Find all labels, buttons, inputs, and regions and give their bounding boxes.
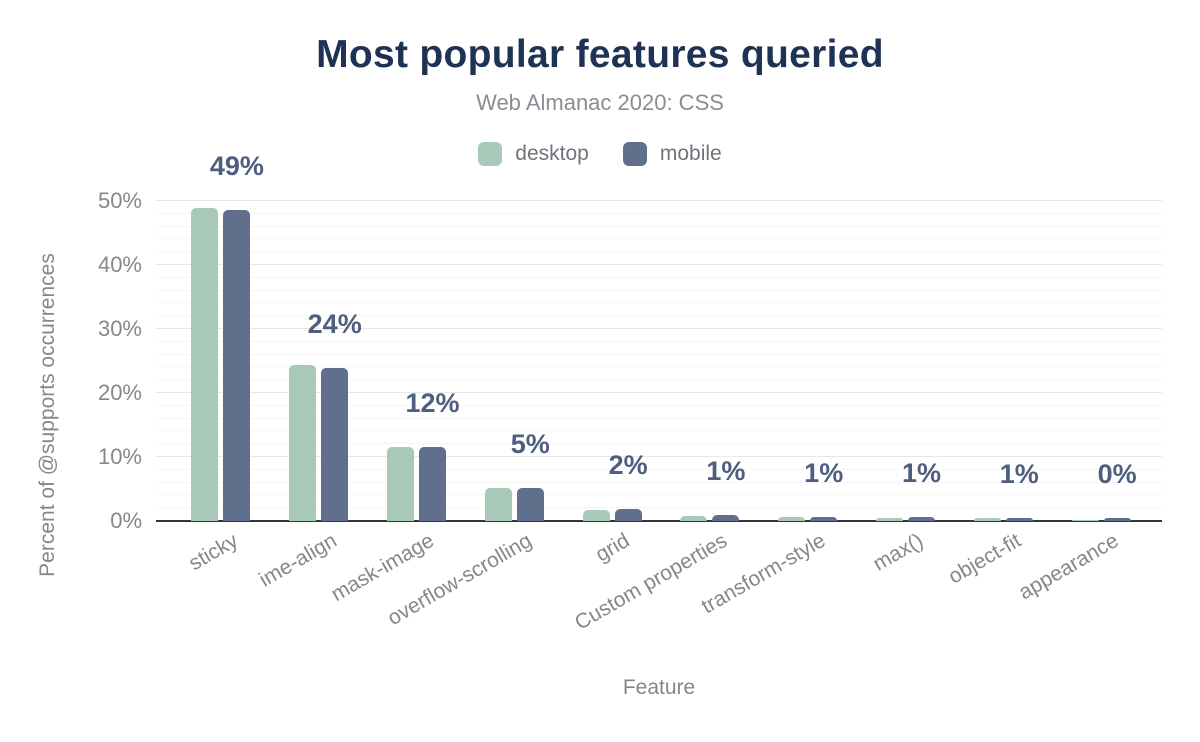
major-gridline bbox=[156, 264, 1162, 265]
chart-subtitle: Web Almanac 2020: CSS bbox=[476, 90, 724, 115]
bar-group-overflow-scrolling bbox=[465, 188, 563, 521]
legend-item-mobile: mobile bbox=[622, 142, 722, 166]
bar-desktop-ime-align bbox=[289, 364, 317, 521]
data-label-sticky: 49% bbox=[209, 150, 264, 181]
bar-group-ime-align bbox=[270, 188, 368, 521]
bar-mobile-object-fit bbox=[1005, 517, 1033, 521]
bar-group-grid bbox=[563, 188, 661, 521]
minor-gridline bbox=[156, 404, 1162, 406]
minor-gridline bbox=[156, 212, 1162, 214]
major-gridline bbox=[156, 328, 1162, 329]
minor-gridline bbox=[156, 443, 1162, 445]
bar-group-mask-image bbox=[368, 188, 466, 521]
bar-group-custom-properties bbox=[661, 188, 759, 521]
y-tick-label: 20% bbox=[97, 380, 142, 405]
y-tick-label: 0% bbox=[110, 508, 142, 533]
desktop-swatch-icon bbox=[478, 142, 503, 166]
bar-mobile-sticky bbox=[223, 209, 251, 521]
minor-gridline bbox=[156, 225, 1162, 227]
x-tick-label-object-fit: object-fit bbox=[944, 529, 1025, 589]
bar-mobile-grid bbox=[614, 508, 642, 521]
data-label-appearance: 0% bbox=[1097, 459, 1137, 490]
bar-desktop-grid bbox=[582, 510, 610, 521]
x-axis-line bbox=[156, 520, 1162, 522]
data-label-custom-properties: 1% bbox=[706, 456, 746, 487]
bar-group-appearance bbox=[1052, 188, 1150, 521]
bar-desktop-object-fit bbox=[973, 518, 1001, 521]
data-label-transform-style: 1% bbox=[804, 457, 844, 488]
bar-mobile-transform-style bbox=[810, 516, 838, 521]
bar-desktop-overflow-scrolling bbox=[484, 487, 512, 521]
bar-group-sticky bbox=[172, 188, 270, 521]
bar-mobile-max bbox=[907, 517, 935, 521]
data-label-mask-image: 12% bbox=[405, 387, 460, 418]
x-axis-title: Feature bbox=[622, 676, 696, 699]
bar-mobile-overflow-scrolling bbox=[516, 487, 544, 521]
minor-gridline bbox=[156, 481, 1162, 483]
minor-gridline bbox=[156, 251, 1162, 253]
x-tick-label-appearance: appearance bbox=[1015, 529, 1123, 605]
minor-gridline bbox=[156, 417, 1162, 419]
minor-gridline bbox=[156, 289, 1162, 291]
bar-desktop-transform-style bbox=[778, 516, 806, 521]
minor-gridline bbox=[156, 468, 1162, 470]
x-tick-label-ime-align: ime-align bbox=[254, 529, 341, 592]
y-tick-label: 40% bbox=[97, 252, 142, 277]
legend-label-desktop: desktop bbox=[515, 142, 589, 165]
minor-gridline bbox=[156, 315, 1162, 317]
bar-desktop-sticky bbox=[191, 208, 219, 521]
minor-gridline bbox=[156, 302, 1162, 304]
y-tick-label: 10% bbox=[97, 444, 142, 469]
bar-desktop-custom-properties bbox=[680, 515, 708, 521]
bar-group-transform-style bbox=[759, 188, 857, 521]
data-label-object-fit: 1% bbox=[999, 458, 1039, 489]
minor-gridline bbox=[156, 379, 1162, 381]
minor-gridline bbox=[156, 430, 1162, 432]
bar-desktop-appearance bbox=[1071, 520, 1099, 521]
data-label-grid: 2% bbox=[608, 449, 648, 480]
legend-item-desktop: desktop bbox=[478, 142, 589, 166]
plot-area: 0% 10% 20% 30% 40% 50% 49% sticky 24% ime-align 12… bbox=[98, 151, 1162, 635]
bar-group-max bbox=[857, 188, 955, 521]
y-tick-label: 30% bbox=[97, 316, 142, 341]
minor-gridline bbox=[156, 353, 1162, 355]
bar-mobile-mask-image bbox=[418, 446, 446, 521]
mobile-swatch-icon bbox=[622, 142, 647, 166]
major-gridline bbox=[156, 456, 1162, 457]
minor-gridline bbox=[156, 366, 1162, 368]
minor-gridline bbox=[156, 507, 1162, 509]
x-tick-label-max: max() bbox=[869, 529, 927, 576]
major-gridline bbox=[156, 200, 1162, 201]
minor-gridline bbox=[156, 340, 1162, 342]
major-gridline bbox=[156, 392, 1162, 393]
bar-desktop-max bbox=[875, 518, 903, 521]
data-label-max: 1% bbox=[901, 458, 942, 489]
minor-gridline bbox=[156, 494, 1162, 496]
y-axis-title: Percent of @supports occurrences bbox=[36, 253, 59, 577]
bar-desktop-mask-image bbox=[386, 447, 414, 521]
bar-group-object-fit bbox=[954, 188, 1052, 521]
minor-gridline bbox=[156, 238, 1162, 240]
chart-title: Most popular features queried bbox=[316, 33, 884, 76]
data-label-overflow-scrolling: 5% bbox=[510, 428, 550, 459]
bar-mobile-ime-align bbox=[321, 368, 349, 521]
y-tick-label: 50% bbox=[97, 188, 142, 213]
data-label-ime-align: 24% bbox=[307, 309, 362, 340]
bar-mobile-appearance bbox=[1103, 518, 1131, 521]
x-tick-label-sticky: sticky bbox=[185, 529, 243, 576]
legend-label-mobile: mobile bbox=[659, 142, 722, 165]
bar-mobile-custom-properties bbox=[712, 515, 740, 521]
legend: desktop mobile bbox=[0, 142, 1200, 166]
minor-gridline bbox=[156, 276, 1162, 278]
x-tick-label-grid: grid bbox=[591, 529, 634, 567]
